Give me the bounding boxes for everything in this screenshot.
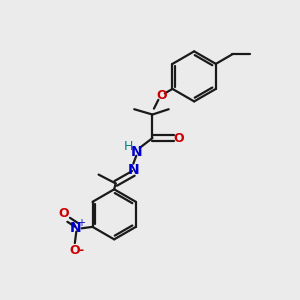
Text: -: - [78, 244, 83, 257]
Text: N: N [128, 163, 139, 177]
Text: +: + [77, 218, 85, 228]
Text: O: O [70, 244, 80, 257]
Text: H: H [123, 140, 133, 153]
Text: N: N [130, 145, 142, 159]
Text: N: N [70, 221, 82, 235]
Text: O: O [58, 207, 69, 220]
Text: O: O [174, 132, 184, 145]
Text: O: O [156, 89, 166, 102]
